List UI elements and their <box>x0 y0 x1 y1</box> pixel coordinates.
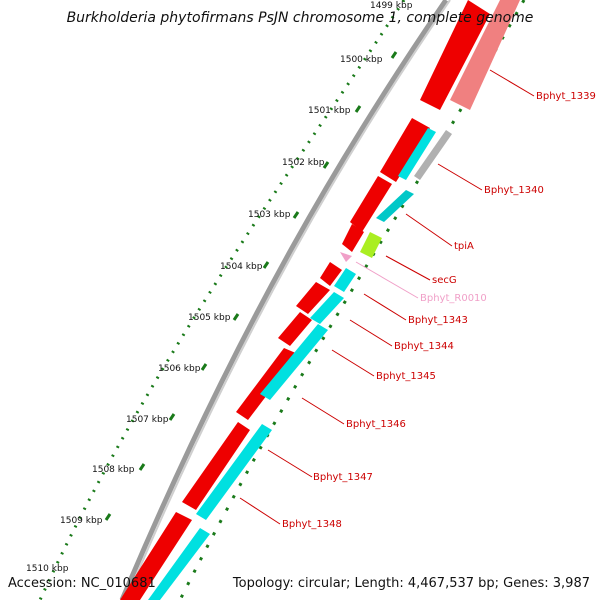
gene-labels: Bphyt_1339 Bphyt_1340 tpiA secG Bphyt_R0… <box>239 69 596 530</box>
scale-label-1501: 1501 kbp <box>308 106 351 116</box>
gene-bphyt-1343-forward[interactable] <box>320 262 342 286</box>
scale-ticks <box>104 51 398 521</box>
gene-bphyt-1344-reverse[interactable] <box>310 292 344 324</box>
gene-gray-block[interactable] <box>414 130 452 180</box>
backbone-ring <box>119 0 451 600</box>
gene-tpia-reverse[interactable] <box>376 190 414 222</box>
page-title: Burkholderia phytofirmans PsJN chromosom… <box>67 10 534 26</box>
gene-tpia-forward[interactable] <box>350 176 392 232</box>
forward-strand-track <box>120 0 490 600</box>
gene-bphyt-1346-forward[interactable] <box>236 348 298 420</box>
gene-bphyt-1343-reverse[interactable] <box>334 268 356 292</box>
scale-label-1509: 1509 kbp <box>60 516 103 526</box>
gene-bphyt-1344-forward[interactable] <box>296 282 330 314</box>
gc-content-outer-track <box>38 0 406 600</box>
gene-label-secg[interactable]: secG <box>432 275 457 286</box>
scale-label-1506: 1506 kbp <box>158 364 201 374</box>
gene-bphyt-1345-reverse[interactable] <box>260 324 328 400</box>
scale-label-1500: 1500 kbp <box>340 55 383 65</box>
gene-bphyt-r0010-marker[interactable] <box>340 252 352 262</box>
gene-label-bphyt-1348[interactable]: Bphyt_1348 <box>282 519 342 530</box>
scale-label-1502: 1502 kbp <box>282 158 325 168</box>
accession-text: Accession: NC_010681 <box>8 576 156 591</box>
gene-bphyt-1348-forward[interactable] <box>120 512 192 600</box>
gene-secg-forward[interactable] <box>342 224 364 252</box>
gene-label-bphyt-1343[interactable]: Bphyt_1343 <box>408 315 468 326</box>
gene-bphyt-1345-forward[interactable] <box>278 312 312 346</box>
reverse-strand-track <box>148 128 452 600</box>
scale-label-1503: 1503 kbp <box>248 210 291 220</box>
topology-text: Topology: circular; Length: 4,467,537 bp… <box>232 576 590 591</box>
gene-bphyt-1340-reverse[interactable] <box>398 128 436 180</box>
gene-bphyt-1340-forward[interactable] <box>380 118 430 182</box>
gene-bphyt-1347-forward[interactable] <box>182 422 250 510</box>
gene-bphyt-1346-reverse[interactable] <box>196 424 272 520</box>
gene-label-bphyt-r0010[interactable]: Bphyt_R0010 <box>420 293 487 304</box>
gene-label-bphyt-1344[interactable]: Bphyt_1344 <box>394 341 454 352</box>
gene-label-bphyt-1345[interactable]: Bphyt_1345 <box>376 371 436 382</box>
gene-bphyt-1348-reverse[interactable] <box>148 528 210 600</box>
gene-secg-highlight[interactable] <box>360 232 382 258</box>
scale-label-1505: 1505 kbp <box>188 313 231 323</box>
gene-label-bphyt-1339[interactable]: Bphyt_1339 <box>536 91 596 102</box>
gene-label-bphyt-1340[interactable]: Bphyt_1340 <box>484 185 544 196</box>
gene-bphyt-1339-forward[interactable] <box>420 0 490 110</box>
gene-label-tpia[interactable]: tpiA <box>454 241 474 252</box>
scale-label-1508: 1508 kbp <box>92 465 135 475</box>
gene-bphyt-1339-faded[interactable] <box>450 0 520 110</box>
scale-label-1504: 1504 kbp <box>220 262 263 272</box>
gene-label-bphyt-1346[interactable]: Bphyt_1346 <box>346 419 406 430</box>
scale-label-1499: 1499 kbp <box>370 1 413 11</box>
scale-labels: 1499 kbp 1500 kbp 1501 kbp 1502 kbp 1503… <box>26 1 413 574</box>
scale-label-1510: 1510 kbp <box>26 564 69 574</box>
scale-label-1507: 1507 kbp <box>126 415 169 425</box>
gene-label-bphyt-1347[interactable]: Bphyt_1347 <box>313 472 373 483</box>
